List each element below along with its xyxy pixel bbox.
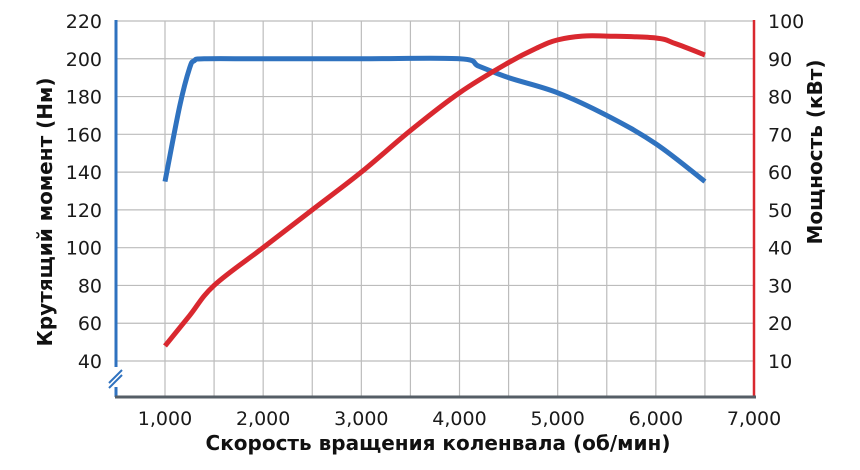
y-left-tick-label: 60 [78,313,102,335]
axis-break-icon [108,367,124,389]
x-tick-label: 4,000 [432,408,486,430]
torque-line [162,55,707,184]
x-tick-label: 7,000 [727,408,781,430]
y-left-tick-label: 180 [66,87,102,109]
axes [108,20,756,399]
y-right-tick-label: 50 [768,200,792,222]
y-right-tick-label: 60 [768,162,792,184]
right-axis-ticks: 10 20 30 40 50 60 70 80 90 100 [768,11,804,373]
y-right-tick-label: 70 [768,124,792,146]
y-left-tick-label: 100 [66,238,102,260]
x-axis-title: Скорость вращения коленвала (об/мин) [206,431,671,455]
y-right-tick-label: 40 [768,238,792,260]
y-left-tick-label: 40 [78,351,102,373]
y-left-tick-label: 120 [66,200,102,222]
y-left-tick-label: 140 [66,162,102,184]
x-tick-label: 5,000 [530,408,584,430]
bottom-axis-ticks: 1,000 2,000 3,000 4,000 5,000 6,000 7,000 [138,408,781,430]
y-right-tick-label: 100 [768,11,804,33]
y-left-tick-label: 200 [66,49,102,71]
left-axis-ticks: 40 60 80 100 120 140 160 180 200 220 [66,11,102,373]
y-left-tick-label: 80 [78,275,102,297]
y-axis-right-title: Мощность (кВт) [803,59,827,244]
y-right-tick-label: 20 [768,313,792,335]
x-tick-label: 1,000 [138,408,192,430]
y-left-tick-label: 220 [66,11,102,33]
y-left-tick-label: 160 [66,124,102,146]
y-right-tick-label: 30 [768,275,792,297]
y-axis-left-title: Крутящий момент (Нм) [33,78,57,347]
grid [116,20,754,397]
y-right-tick-label: 90 [768,49,792,71]
y-right-tick-label: 10 [768,351,792,373]
power-line [163,33,706,348]
series-lines [162,33,707,348]
x-tick-label: 6,000 [629,408,683,430]
x-tick-label: 3,000 [334,408,388,430]
x-tick-label: 2,000 [236,408,290,430]
y-right-tick-label: 80 [768,87,792,109]
